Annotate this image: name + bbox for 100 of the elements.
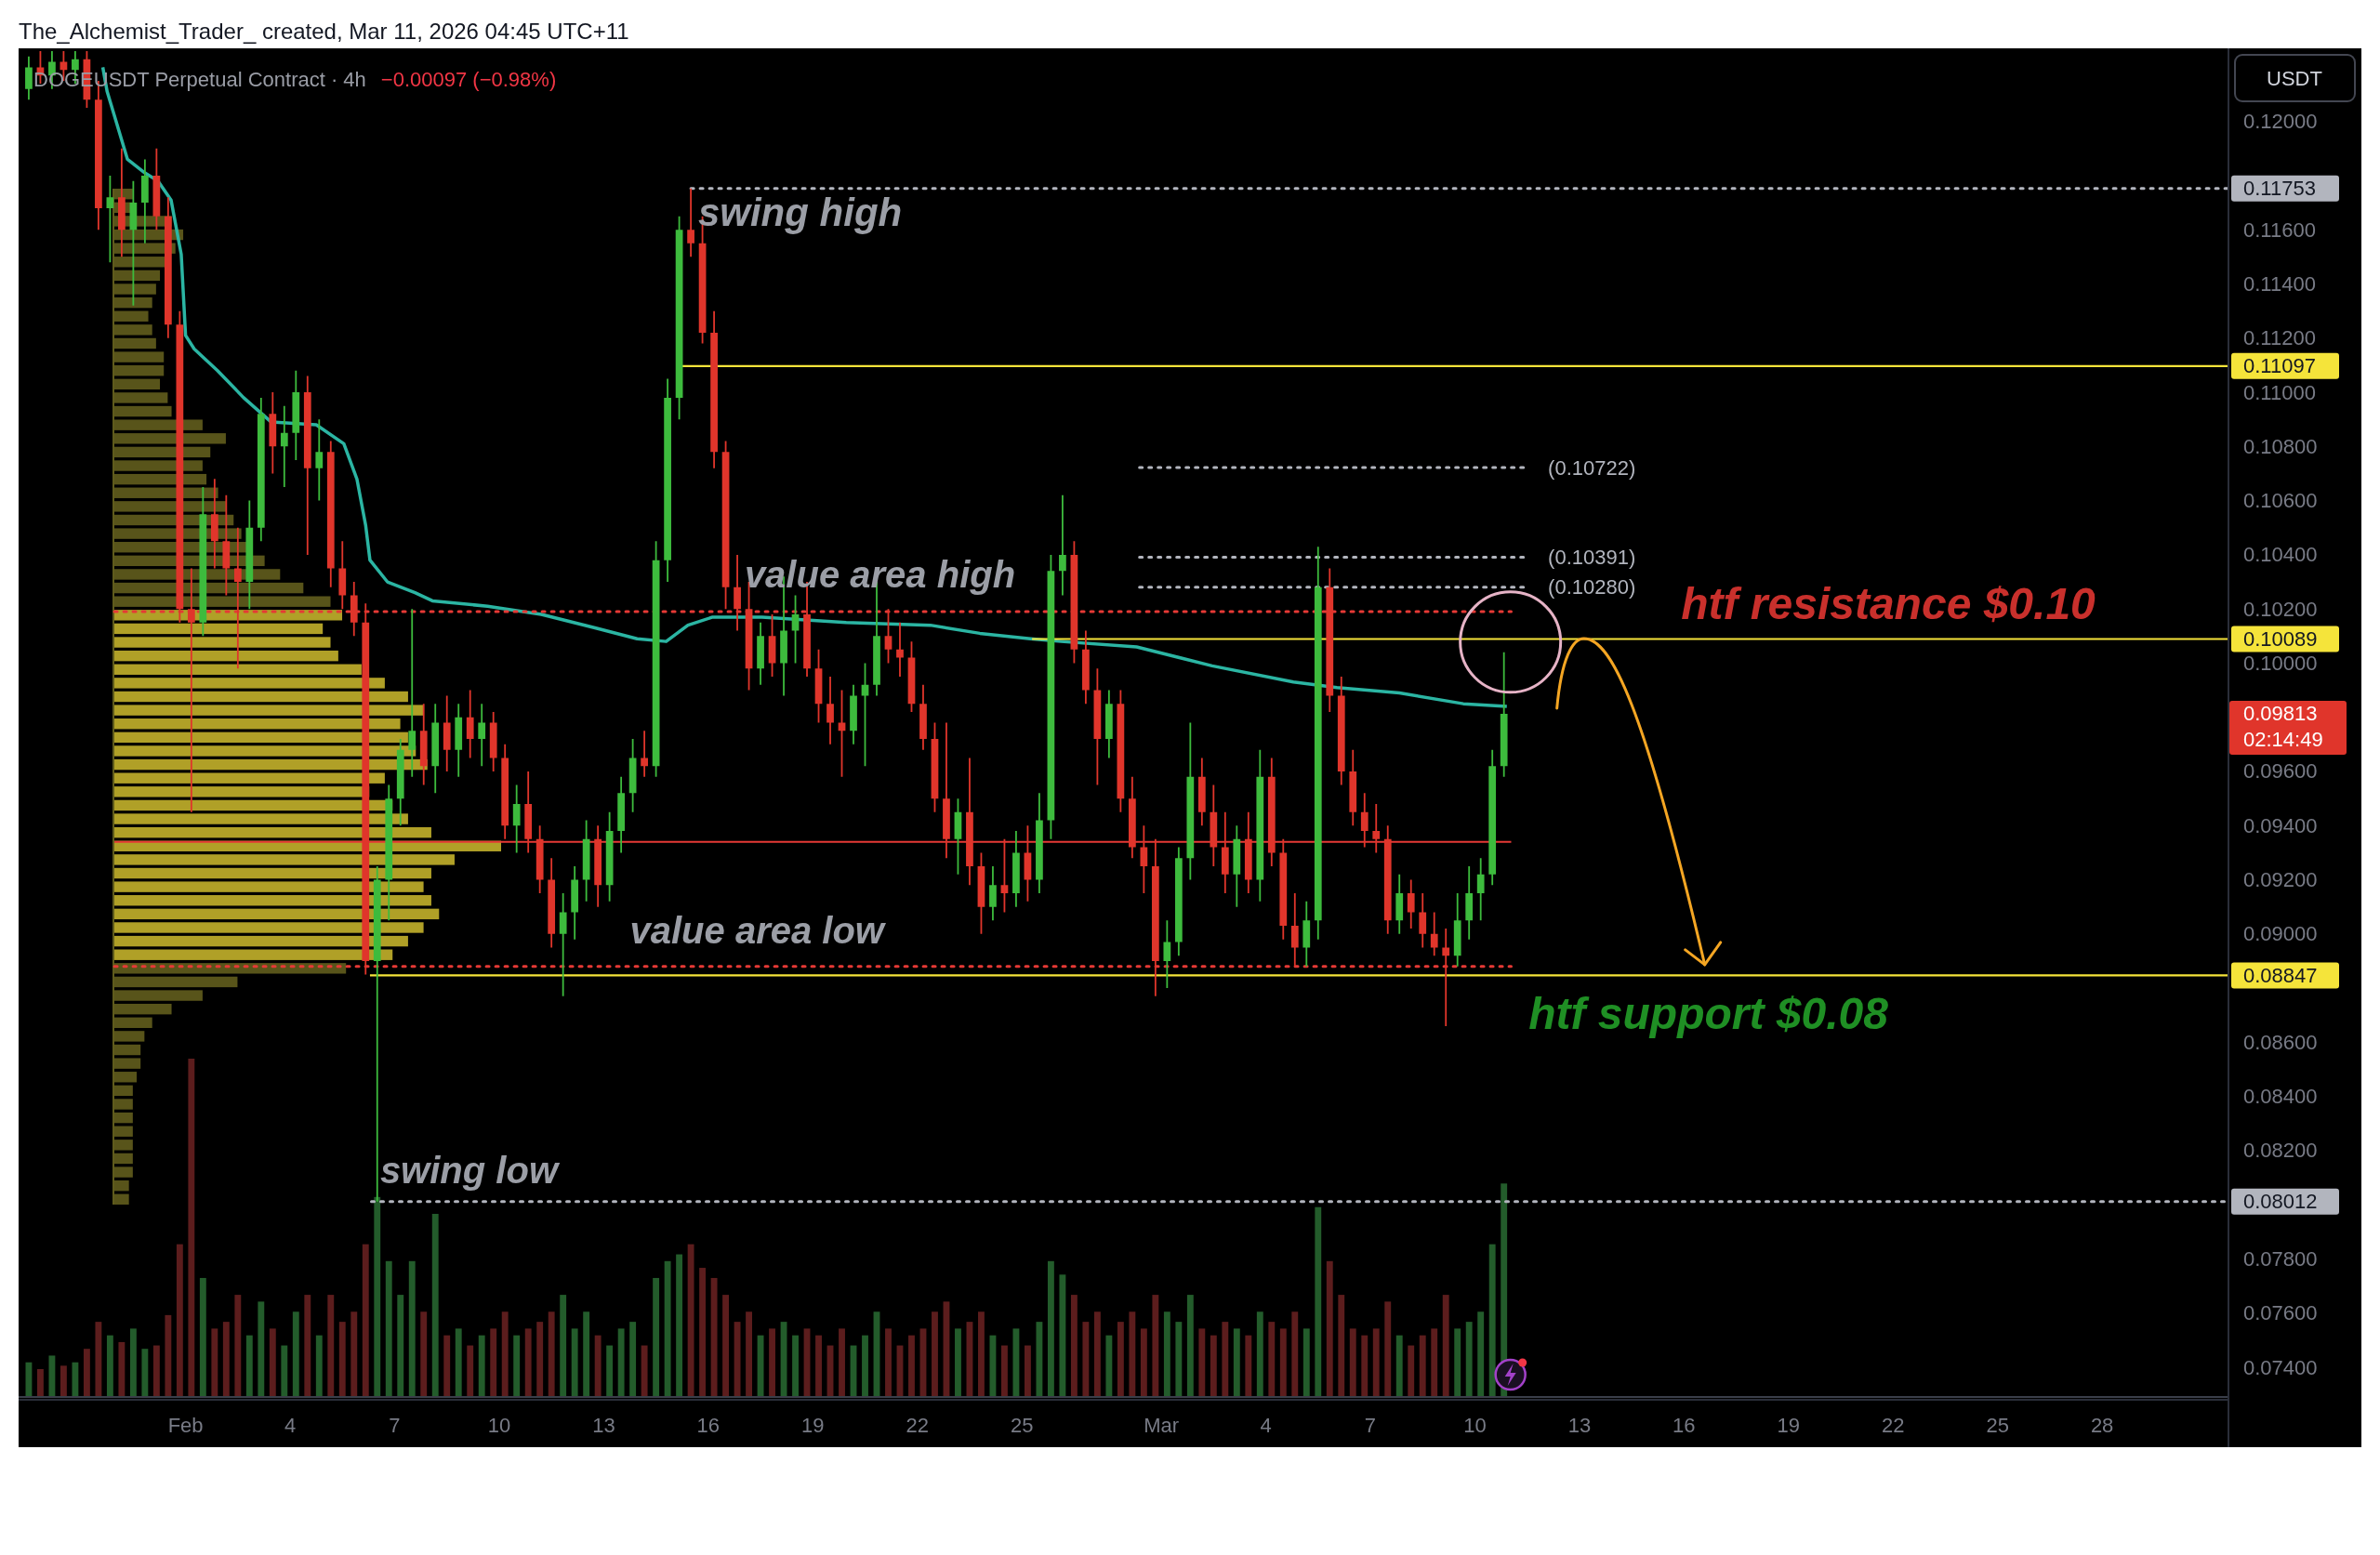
y-tick-label: 0.08400 xyxy=(2243,1085,2318,1109)
bar xyxy=(839,1328,845,1396)
bar xyxy=(113,691,408,703)
bar xyxy=(1210,1335,1217,1396)
bar xyxy=(113,650,338,662)
bar xyxy=(113,826,431,838)
bar xyxy=(269,1328,276,1396)
bar xyxy=(734,1322,741,1396)
bar xyxy=(1001,1345,1008,1396)
candlestick xyxy=(269,392,277,474)
bar xyxy=(362,1244,369,1396)
bar xyxy=(1477,1311,1485,1396)
bar xyxy=(188,1059,195,1396)
bar xyxy=(113,949,393,960)
bar xyxy=(501,1311,509,1396)
bar xyxy=(1315,1206,1322,1396)
candlestick xyxy=(443,695,451,771)
bar xyxy=(1070,1295,1078,1396)
y-tick-label: 0.09400 xyxy=(2243,813,2318,837)
bar xyxy=(885,1328,892,1396)
candlestick xyxy=(1465,865,1474,940)
bar xyxy=(1302,1328,1310,1396)
candlestick xyxy=(1059,494,1066,596)
bar xyxy=(165,1314,172,1396)
bar xyxy=(113,813,408,824)
bar xyxy=(113,867,431,879)
y-axis-title: USDT xyxy=(2267,66,2322,90)
bar xyxy=(524,1328,532,1396)
bar xyxy=(338,1322,346,1396)
y-tick-label: 0.09000 xyxy=(2243,922,2318,946)
candlestick xyxy=(559,893,567,996)
candlestick xyxy=(989,865,997,921)
candlestick xyxy=(210,479,218,569)
text: 0.09813 xyxy=(2243,702,2318,726)
bar xyxy=(629,1322,637,1396)
x-tick-label: 4 xyxy=(284,1413,297,1437)
candlestick xyxy=(466,690,474,758)
bar xyxy=(1117,1322,1124,1396)
bar xyxy=(815,1335,822,1396)
bar xyxy=(152,1345,160,1396)
bar xyxy=(1384,1301,1392,1396)
bar xyxy=(1454,1328,1461,1396)
bar xyxy=(1152,1295,1159,1396)
y-tick-label: 0.07400 xyxy=(2243,1355,2318,1379)
bar xyxy=(118,1341,126,1396)
annotation: swing low xyxy=(379,1149,561,1191)
bar xyxy=(113,718,401,730)
candlestick xyxy=(1476,858,1485,921)
bar xyxy=(1326,1260,1333,1396)
bar xyxy=(141,1349,149,1396)
bar xyxy=(932,1311,938,1396)
bar xyxy=(1431,1328,1438,1396)
text: The_Alchemist_Trader_ created, Mar 11, 2026 04:45 UTC+11 xyxy=(19,18,629,44)
y-tick-label: 0.07800 xyxy=(2243,1246,2318,1271)
bar xyxy=(443,1335,451,1396)
bar xyxy=(571,1328,578,1396)
bar xyxy=(978,1311,985,1396)
candlestick xyxy=(687,188,694,257)
bar xyxy=(83,1349,90,1396)
bar xyxy=(113,922,424,933)
x-tick-label: 22 xyxy=(1881,1413,1905,1437)
bar xyxy=(710,1277,718,1396)
candlestick xyxy=(187,568,195,812)
bar xyxy=(548,1311,555,1396)
bar xyxy=(292,1311,299,1396)
x-tick-label: 10 xyxy=(1463,1413,1487,1437)
bar xyxy=(211,1328,218,1396)
bar xyxy=(560,1295,567,1396)
x-tick-label: 19 xyxy=(1777,1413,1801,1437)
x-tick-label: 13 xyxy=(1567,1413,1592,1437)
candlestick xyxy=(478,704,486,767)
candlestick xyxy=(419,704,428,785)
bar xyxy=(1175,1322,1183,1396)
bar xyxy=(1256,1311,1263,1396)
bar xyxy=(1129,1311,1136,1396)
bar xyxy=(113,881,424,892)
bar xyxy=(699,1268,707,1396)
y-tick-label: 0.10400 xyxy=(2243,543,2318,567)
y-tick-label: 0.09600 xyxy=(2243,759,2318,784)
bar xyxy=(664,1260,671,1396)
x-tick-label: 7 xyxy=(1364,1413,1377,1437)
series-label: 0.11753 xyxy=(2243,177,2316,201)
bar xyxy=(617,1328,625,1396)
bar xyxy=(281,1345,288,1396)
bar xyxy=(455,1328,462,1396)
bar xyxy=(60,1365,67,1396)
series-label: 0.08847 xyxy=(2243,963,2318,987)
bar xyxy=(1163,1311,1170,1396)
bar xyxy=(245,1335,253,1396)
candlestick xyxy=(222,494,231,596)
bar xyxy=(1012,1328,1020,1396)
bar xyxy=(467,1345,474,1396)
bar xyxy=(113,664,362,675)
bar xyxy=(1488,1244,1496,1396)
x-tick-label: 16 xyxy=(696,1413,721,1437)
bar xyxy=(25,1362,33,1396)
candlestick xyxy=(338,541,347,610)
bar xyxy=(113,895,431,906)
bar xyxy=(113,637,331,648)
bar xyxy=(687,1244,694,1396)
